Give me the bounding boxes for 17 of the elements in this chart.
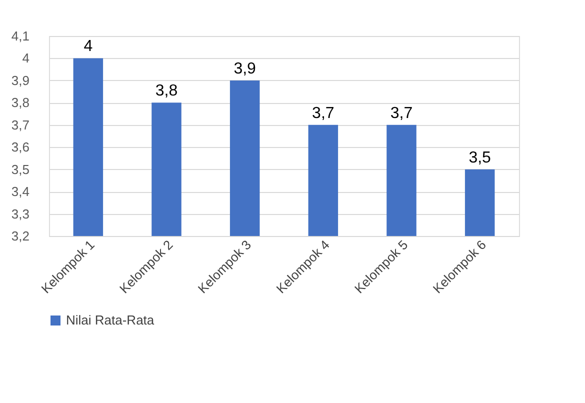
y-tick-label: 3,9 xyxy=(11,72,30,88)
y-tick-label: 3,3 xyxy=(11,206,30,222)
text: 3,9 xyxy=(234,60,256,78)
y-tick-label: 3,4 xyxy=(11,184,30,200)
text: 3,7 xyxy=(312,104,334,122)
y-tick-label: 3,6 xyxy=(11,140,30,155)
y-tick-label: 3,8 xyxy=(11,95,30,110)
text: 3,8 xyxy=(155,82,178,100)
legend-label: Nilai Rata-Rata xyxy=(66,312,155,328)
text: 3,7 xyxy=(390,104,413,122)
text: 3,5 xyxy=(468,149,491,166)
y-tick-label: 3,7 xyxy=(11,117,30,132)
y-tick-label: 4 xyxy=(22,50,30,66)
y-tick-label: 3,5 xyxy=(11,162,30,177)
y-tick-label: 3,2 xyxy=(11,228,30,244)
y-tick-label: 4,1 xyxy=(11,28,30,44)
text: 4 xyxy=(84,38,93,56)
